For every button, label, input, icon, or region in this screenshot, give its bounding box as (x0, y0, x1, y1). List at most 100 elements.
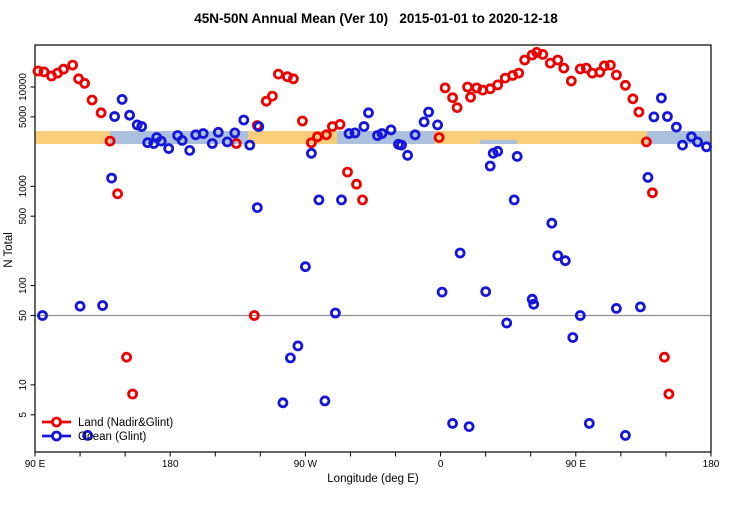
ocean-point (277, 397, 289, 409)
ocean-point (501, 317, 513, 329)
land-point (513, 67, 525, 79)
ocean-point (432, 119, 444, 131)
y-tick-label: 100 (18, 277, 29, 294)
legend-marker (51, 430, 62, 442)
ocean-point (396, 139, 407, 151)
y-axis-label: N Total (3, 232, 15, 268)
ocean-point (163, 143, 175, 154)
ocean-point (358, 121, 370, 132)
land-point (351, 178, 362, 190)
ocean-point (559, 255, 571, 267)
ocean-point (508, 194, 520, 206)
x-tick-label: 180 (703, 459, 720, 470)
x-tick-label: 180 (162, 459, 179, 470)
ocean-point (251, 202, 263, 214)
land-point (296, 115, 308, 127)
ocean-point (583, 417, 595, 429)
land-point (287, 73, 299, 85)
ocean-mean-band-segment (480, 139, 518, 144)
land-point (558, 62, 570, 74)
ocean-point (197, 128, 209, 139)
land-point (357, 194, 368, 206)
ocean-point (611, 302, 622, 314)
y-tick-label: 10 (18, 379, 29, 391)
ocean-point (454, 247, 466, 259)
ocean-point (492, 145, 504, 157)
ocean-point (648, 111, 660, 123)
ocean-point (463, 421, 475, 433)
x-axis-label: Longitude (deg E) (327, 473, 419, 485)
ocean-point (336, 194, 347, 206)
land-point (67, 59, 78, 71)
ocean-point (329, 307, 341, 319)
legend-label: Ocean (Glint) (78, 431, 147, 443)
land-point (574, 63, 586, 75)
ocean-point (635, 301, 646, 313)
land-point (272, 68, 284, 80)
ocean-point (155, 135, 167, 147)
ocean-point (229, 127, 241, 139)
ocean-point (574, 310, 586, 321)
land-point (433, 132, 445, 143)
ocean-point (671, 121, 682, 133)
ocean-point (363, 107, 374, 119)
land-point (32, 65, 44, 77)
ocean-series (37, 92, 712, 441)
ocean-point (402, 149, 414, 161)
land-point (537, 49, 549, 60)
ocean-point (447, 417, 459, 429)
land-point (620, 79, 631, 91)
land-point (58, 63, 69, 75)
ocean-point (136, 121, 148, 132)
ocean-point (385, 124, 397, 136)
x-tick-label: 90 E (566, 459, 587, 470)
ocean-point (409, 129, 421, 141)
ocean-point (292, 340, 304, 352)
land-point (647, 187, 658, 199)
y-tick-label: 10000 (18, 73, 29, 101)
land-point (260, 95, 272, 107)
y-tick-label: 5000 (18, 105, 29, 128)
land-point (121, 351, 132, 363)
ocean-point (313, 194, 325, 206)
land-point (492, 79, 504, 91)
x-tick-label: 0 (438, 459, 444, 470)
y-tick-label: 500 (18, 207, 29, 224)
ocean-point (620, 429, 631, 441)
ocean-point (319, 395, 331, 407)
land-point (633, 106, 645, 118)
ocean-point (184, 144, 196, 156)
land-point (104, 135, 116, 147)
land-point (248, 310, 260, 321)
ocean-point (176, 134, 188, 146)
ocean-point (656, 92, 667, 104)
ocean-point (418, 116, 430, 128)
ocean-point (212, 126, 224, 138)
land-series (32, 47, 675, 400)
legend-label: Land (Nadir&Glint) (78, 417, 173, 429)
y-tick-label: 50 (18, 309, 29, 321)
ocean-point (124, 109, 136, 121)
ocean-point (692, 136, 703, 148)
land-point (439, 82, 451, 94)
land-point (447, 92, 459, 104)
ocean-point (436, 286, 448, 298)
land-point (659, 351, 670, 363)
land-point (79, 77, 90, 89)
ocean-point (701, 141, 712, 153)
ocean-point (662, 111, 673, 122)
ocean-point (480, 286, 492, 298)
land-point (663, 388, 675, 400)
land-point (598, 60, 610, 72)
ocean-point (511, 150, 523, 162)
land-point (465, 91, 477, 103)
plot-content: 90 E 180 90 W 0 90 E 180 5 10 50 100 500 1000 5000 10… (18, 44, 720, 470)
ocean-point (221, 136, 233, 148)
ocean-point (686, 131, 697, 143)
ocean-point (82, 429, 93, 441)
land-point (266, 90, 278, 102)
land-point (127, 388, 139, 400)
ocean-point (484, 160, 496, 172)
